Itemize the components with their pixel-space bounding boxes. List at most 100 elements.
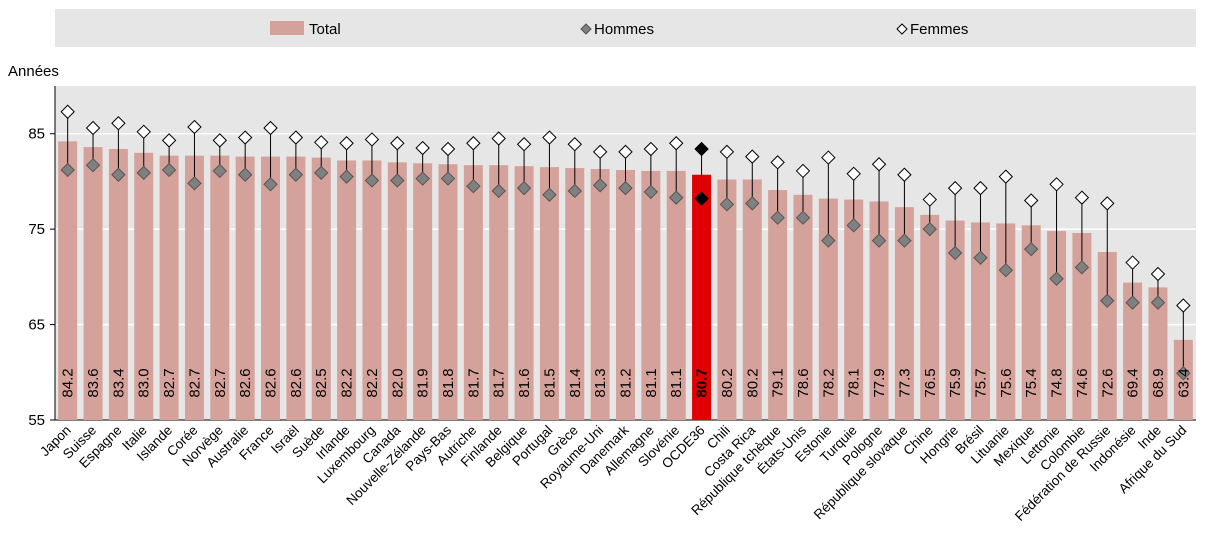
- bar-30: [818, 198, 838, 420]
- bar-9: [286, 156, 306, 421]
- bars: [58, 141, 1193, 421]
- hommes-marker-17: [491, 183, 506, 199]
- femmes-marker-41: [1100, 196, 1115, 211]
- bar-4: [159, 155, 179, 421]
- value-label-8: 82.6: [263, 368, 280, 397]
- hommes-marker-15: [440, 171, 456, 186]
- hommes-marker-19: [542, 187, 557, 202]
- bar-24: [666, 170, 686, 420]
- y-tick-label-65: 65: [28, 317, 45, 334]
- bar-5: [184, 155, 204, 421]
- femmes-marker-11: [339, 136, 354, 151]
- value-label-31: 78.1: [846, 368, 863, 397]
- value-label-4: 82.7: [161, 368, 178, 397]
- value-label-25: 80.7: [694, 368, 711, 397]
- value-label-2: 83.4: [110, 368, 127, 397]
- femmes-marker-7: [237, 130, 253, 145]
- legend-label-hommes: Hommes: [594, 21, 654, 38]
- hommes-marker-30: [821, 233, 836, 248]
- y-tick-label-75: 75: [28, 221, 45, 238]
- bar-27: [742, 179, 762, 420]
- value-label-12: 82.2: [364, 368, 381, 397]
- bar-36: [970, 222, 990, 420]
- value-label-3: 83.0: [136, 368, 153, 397]
- bar-11: [337, 160, 357, 421]
- bar-32: [869, 201, 889, 420]
- value-label-27: 80.2: [744, 368, 761, 397]
- hommes-marker-29: [795, 210, 811, 225]
- bar-7: [235, 156, 255, 421]
- hommes-marker-5: [187, 176, 202, 191]
- hommes-marker-8: [263, 177, 278, 192]
- hommes-marker-39: [1049, 271, 1064, 286]
- bar-10: [311, 157, 331, 421]
- y-axis-label: Années: [8, 63, 59, 80]
- legend-marker-hommes: [580, 23, 592, 35]
- bar-34: [920, 214, 940, 420]
- femmes-marker-19: [542, 130, 557, 145]
- femmes-marker-5: [187, 119, 202, 135]
- femmes-marker-31: [846, 166, 861, 182]
- femmes-marker-26: [719, 144, 735, 160]
- bar-41: [1097, 252, 1117, 420]
- hommes-marker-10: [314, 165, 329, 181]
- value-label-16: 81.7: [465, 368, 482, 397]
- femmes-marker-35: [947, 180, 963, 196]
- femmes-marker-33: [897, 167, 912, 182]
- hommes-marker-31: [846, 218, 861, 233]
- hommes-marker-36: [973, 250, 988, 265]
- femmes-marker-36: [973, 180, 988, 196]
- value-label-19: 81.5: [541, 368, 558, 397]
- bar-43: [1148, 287, 1168, 420]
- bar-12: [362, 160, 382, 421]
- femmes-marker-40: [1074, 190, 1090, 205]
- value-label-10: 82.5: [313, 368, 330, 397]
- legend-marker-femmes: [896, 23, 908, 35]
- value-label-42: 69.4: [1125, 368, 1142, 397]
- bar-40: [1072, 232, 1092, 420]
- value-label-43: 68.9: [1150, 368, 1167, 397]
- hommes-marker-7: [237, 167, 253, 182]
- bar-16: [463, 165, 483, 420]
- value-label-41: 72.6: [1099, 368, 1116, 397]
- value-label-40: 74.6: [1074, 368, 1091, 397]
- femmes-marker-20: [567, 137, 582, 152]
- femmes-marker-3: [136, 124, 151, 140]
- value-label-11: 82.2: [339, 368, 356, 397]
- value-label-22: 81.2: [618, 368, 635, 397]
- hommes-marker-33: [897, 233, 912, 248]
- bar-2: [108, 148, 128, 421]
- hommes-marker-16: [466, 178, 481, 194]
- value-label-18: 81.6: [516, 368, 533, 397]
- value-label-30: 78.2: [820, 368, 837, 397]
- bar-35: [945, 220, 965, 420]
- hommes-marker-42: [1125, 295, 1140, 310]
- femmes-marker-29: [795, 163, 811, 179]
- femmes-marker-6: [212, 133, 228, 148]
- value-label-28: 79.1: [770, 368, 787, 397]
- hommes-marker-32: [871, 233, 887, 248]
- femmes-marker-43: [1150, 266, 1166, 282]
- hommes-marker-27: [745, 196, 760, 211]
- femmes-marker-16: [466, 136, 481, 151]
- value-label-38: 75.4: [1023, 368, 1040, 397]
- hommes-marker-44: [1176, 366, 1191, 381]
- bar-13: [387, 162, 407, 421]
- femmes-marker-28: [770, 155, 785, 170]
- hommes-marker-9: [288, 167, 304, 182]
- hommes-marker-2: [111, 167, 126, 182]
- femmes-marker-1: [85, 120, 101, 136]
- hommes-marker-40: [1074, 260, 1090, 275]
- bar-14: [413, 163, 433, 420]
- hommes-marker-20: [567, 183, 582, 199]
- femmes-marker-32: [871, 157, 887, 172]
- legend: Total Hommes Femmes: [270, 21, 968, 38]
- bar-0: [58, 141, 78, 420]
- value-label-9: 82.6: [288, 368, 305, 397]
- value-label-5: 82.7: [186, 368, 203, 397]
- value-label-35: 75.9: [947, 368, 964, 397]
- femmes-marker-34: [922, 192, 937, 207]
- hommes-marker-22: [618, 180, 633, 196]
- bar-22: [616, 169, 635, 420]
